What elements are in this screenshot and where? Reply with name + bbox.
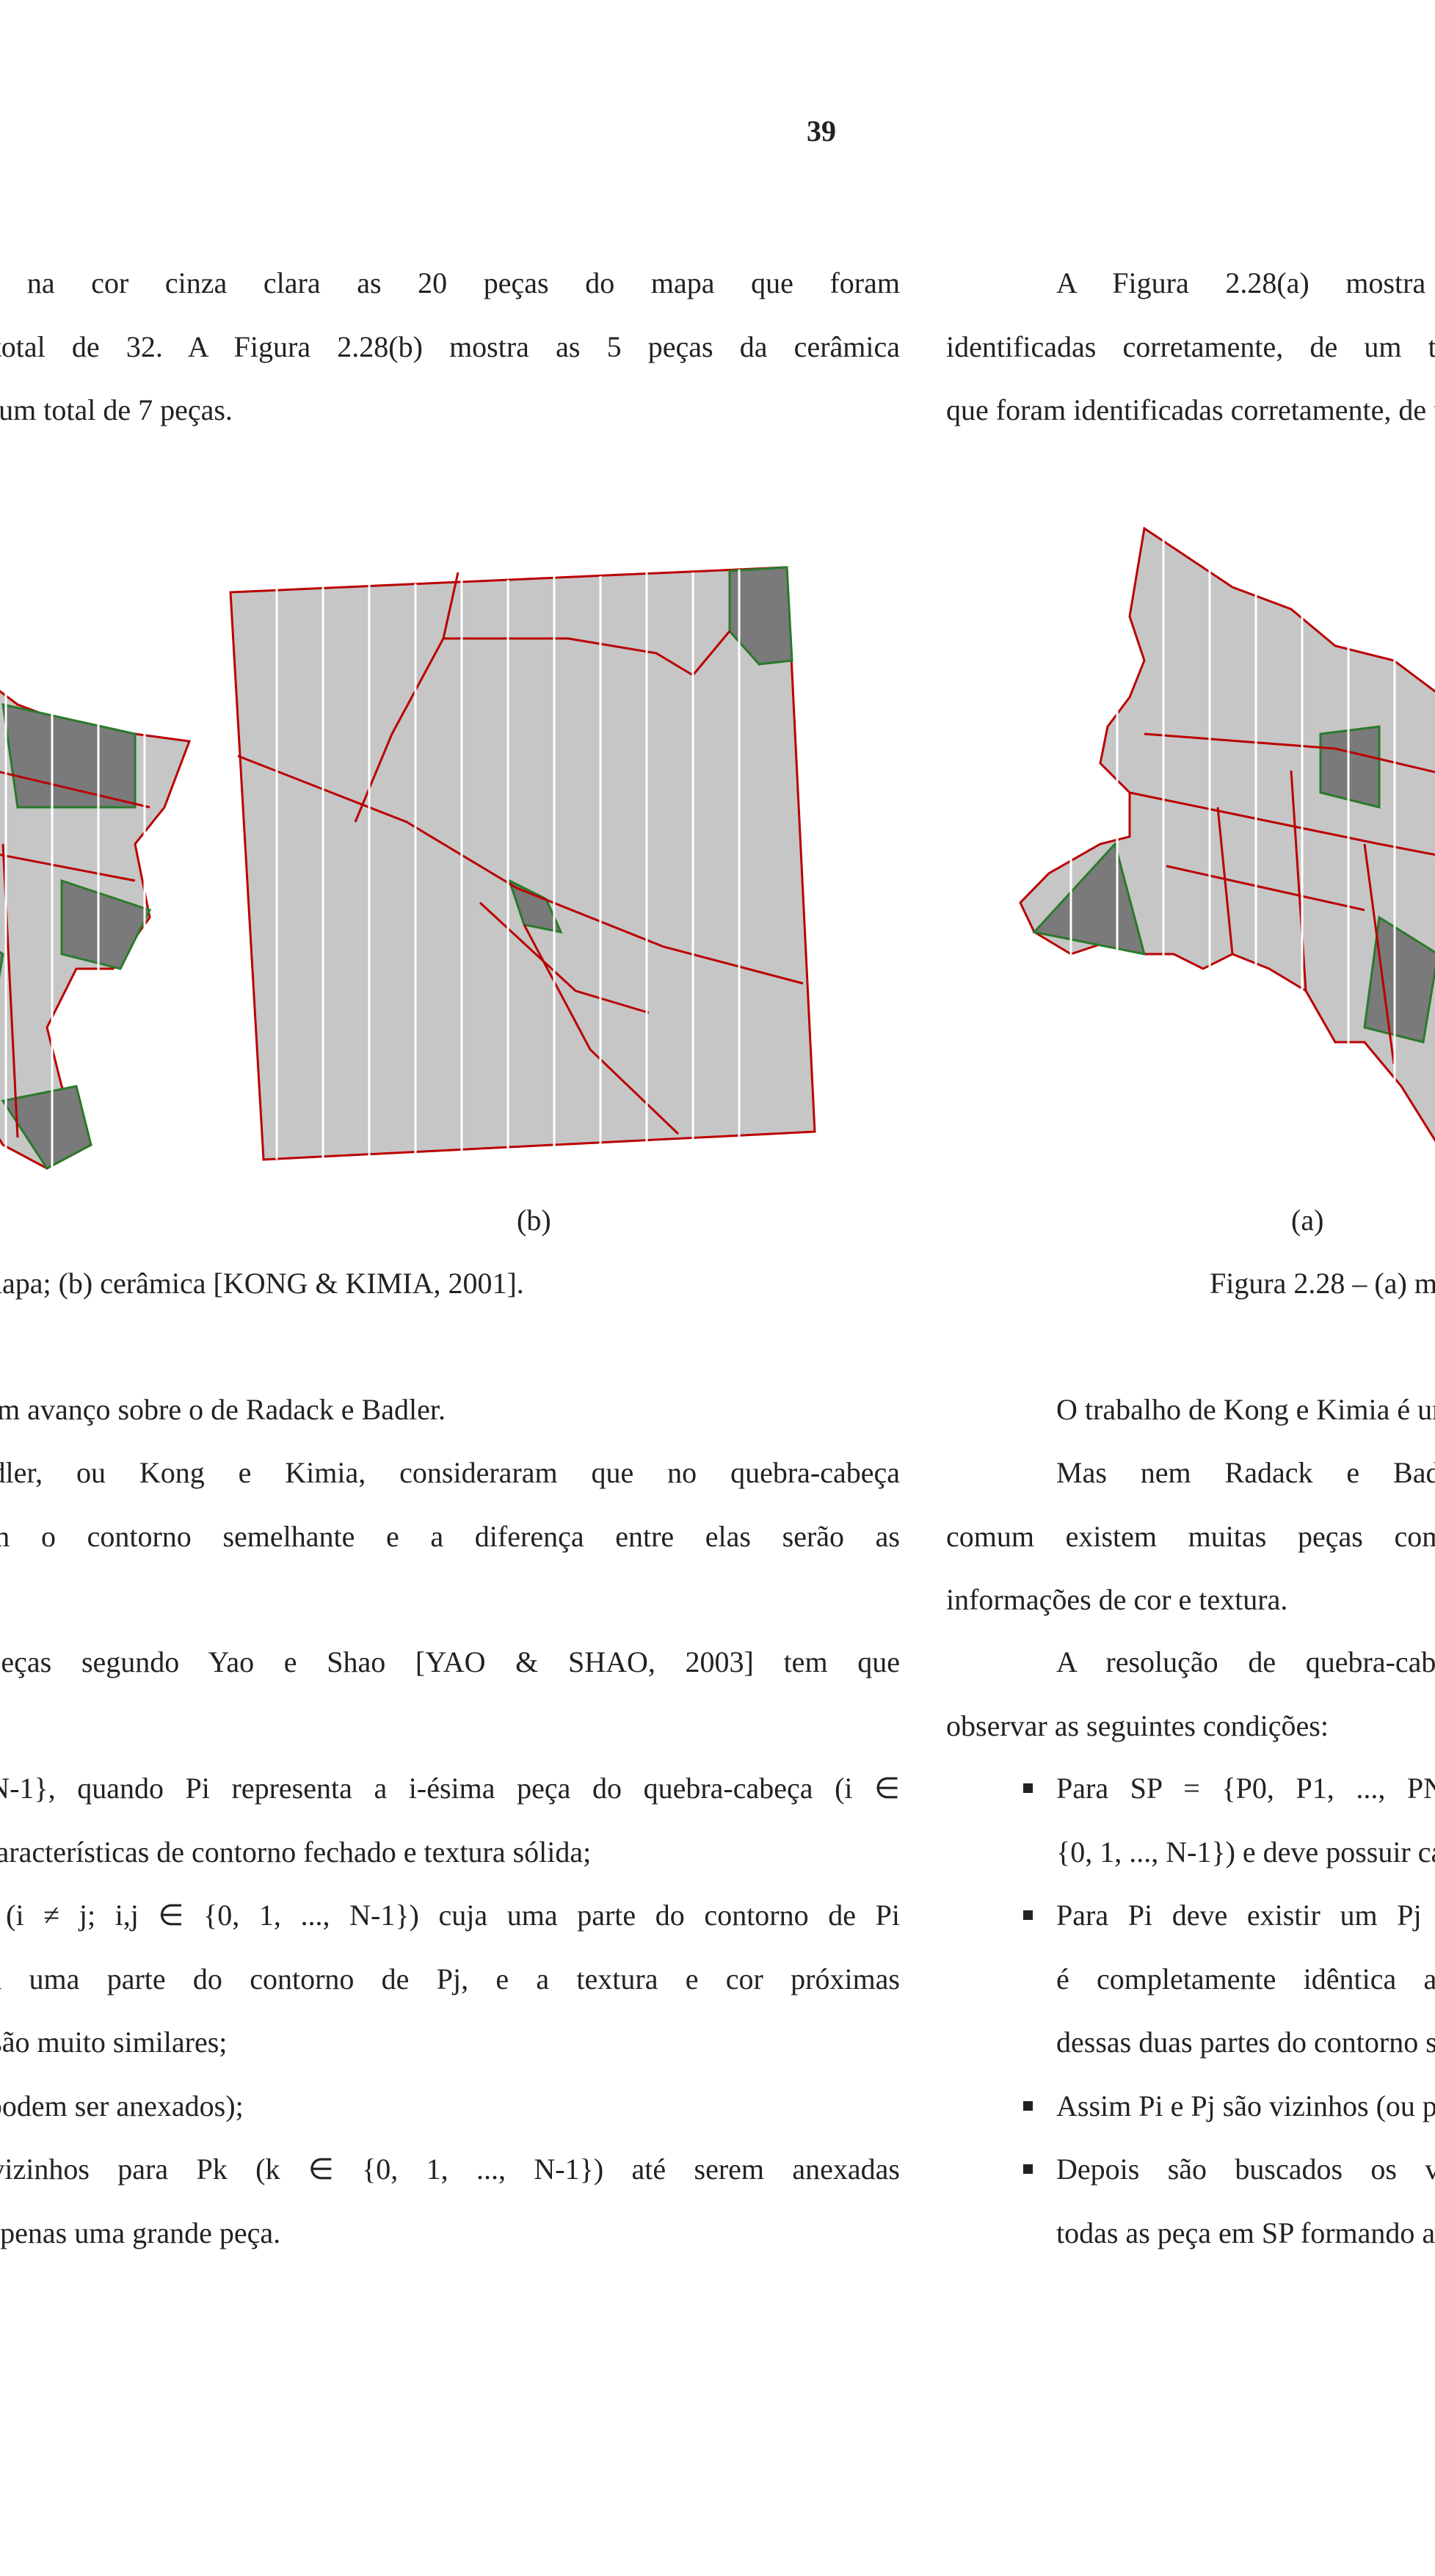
bullet-marker: [1023, 1898, 1033, 1933]
bullet-line: é completamente idêntica a uma parte do …: [0, 1962, 900, 1995]
bullet-marker: [1023, 2152, 1033, 2187]
page: 39A Figura 2.28(a) mostra na cor cinza c…: [924, 0, 1435, 2576]
paragraph-line: Mas nem Radack e Badler, ou Kong e Kimia…: [0, 1456, 900, 1489]
paragraph-line: A Figura 2.28(a) mostra na cor cinza cla…: [0, 266, 900, 299]
paragraph-line: identificadas corretamente, de um total …: [946, 330, 1435, 363]
bullet-line: dessas duas partes do contorno são muito…: [0, 2026, 228, 2059]
bullet-marker: [1023, 2089, 1033, 2124]
page-number: 39: [807, 114, 836, 148]
bullet-line: dessas duas partes do contorno são muito…: [1056, 2026, 1435, 2059]
bullet-line: Para Pi deve existir um Pj (i ≠ j; i,j ∈…: [0, 1899, 900, 1932]
paragraph-line: observar as seguintes condições:: [946, 1709, 1329, 1742]
page: 39 A Figura 2.28(a) mostra na cor cinza c…: [0, 114, 900, 2249]
paragraph-line: observar as seguintes condições:: [0, 1709, 900, 1744]
bullet-line: Assim Pi e Pj são vizinhos (ou podem ser…: [0, 2089, 244, 2122]
bullet-line: Depois são buscados os vizinhos para Pk …: [1056, 2153, 1435, 2186]
paragraph-line: que foram identificadas corretamente, de…: [946, 393, 1435, 426]
figure-map: [0, 528, 192, 1174]
bullet-line: todas as peça em SP formando apenas uma …: [1056, 2216, 1435, 2249]
paragraph-line: A resolução de quebra-cabeças segundo Ya…: [0, 1645, 900, 1678]
paragraph-line: Mas nem Radack e Badler, ou Kong e Kimia…: [1056, 1456, 1435, 1489]
figure-label: (b): [517, 1204, 551, 1237]
paragraph-line: comum existem muitas peças com o contorn…: [946, 1519, 1435, 1553]
paragraph-line: O trabalho de Kong e Kimia é um avanço s…: [1056, 1393, 1435, 1426]
paragraph-line: identificadas corretamente, de um total …: [0, 330, 900, 363]
paragraph-line: informações de cor e textura.: [0, 1582, 900, 1618]
paragraph-line: comum existem muitas peças com o contorn…: [0, 1519, 900, 1553]
bullet-line: Para Pi deve existir um Pj (i ≠ j; i,j ∈…: [1056, 1899, 1435, 1932]
paragraph-line: que foram identificadas corretamente, de…: [0, 393, 233, 426]
bullet-line: Depois são buscados os vizinhos para Pk …: [0, 2153, 900, 2186]
bullet-line: todas as peça em SP formando apenas uma …: [0, 2216, 281, 2249]
bullet-line: Para SP = {P0, P1, ..., PN-1}, quando Pi…: [0, 1772, 900, 1805]
paragraph-line: A Figura 2.28(a) mostra na cor cinza cla…: [1056, 266, 1435, 299]
paragraph-line: A resolução de quebra-cabeças segundo Ya…: [1056, 1645, 1435, 1678]
figure-map: [1019, 526, 1435, 1174]
figure-label: (a): [1291, 1204, 1324, 1237]
bullet-line: {0, 1, ..., N-1}) e deve possuir caracte…: [1056, 1835, 1435, 1869]
figure-ceramic: [229, 566, 816, 1161]
figure-caption: Figura 2.28 – (a) mapa; (b) cerâmica [KO…: [1210, 1267, 1435, 1300]
figures: [1019, 526, 1435, 1174]
bullet-line: Para SP = {P0, P1, ..., PN-1}, quando Pi…: [1056, 1772, 1435, 1805]
figures: [0, 528, 816, 1174]
bullet-marker: [1023, 1771, 1033, 1806]
paragraph-line: O trabalho de Kong e Kimia é um avanço s…: [0, 1393, 446, 1426]
figure-caption: Figura 2.28 – (a) mapa; (b) cerâmica [KO…: [0, 1267, 524, 1300]
bullet-line: {0, 1, ..., N-1}) e deve possuir caracte…: [0, 1835, 592, 1869]
bullet-line: Assim Pi e Pj são vizinhos (ou podem ser…: [1056, 2089, 1435, 2122]
paragraph-line: informações de cor e textura.: [946, 1583, 1288, 1616]
bullet-line: é completamente idêntica a uma parte do …: [1056, 1962, 1435, 1995]
